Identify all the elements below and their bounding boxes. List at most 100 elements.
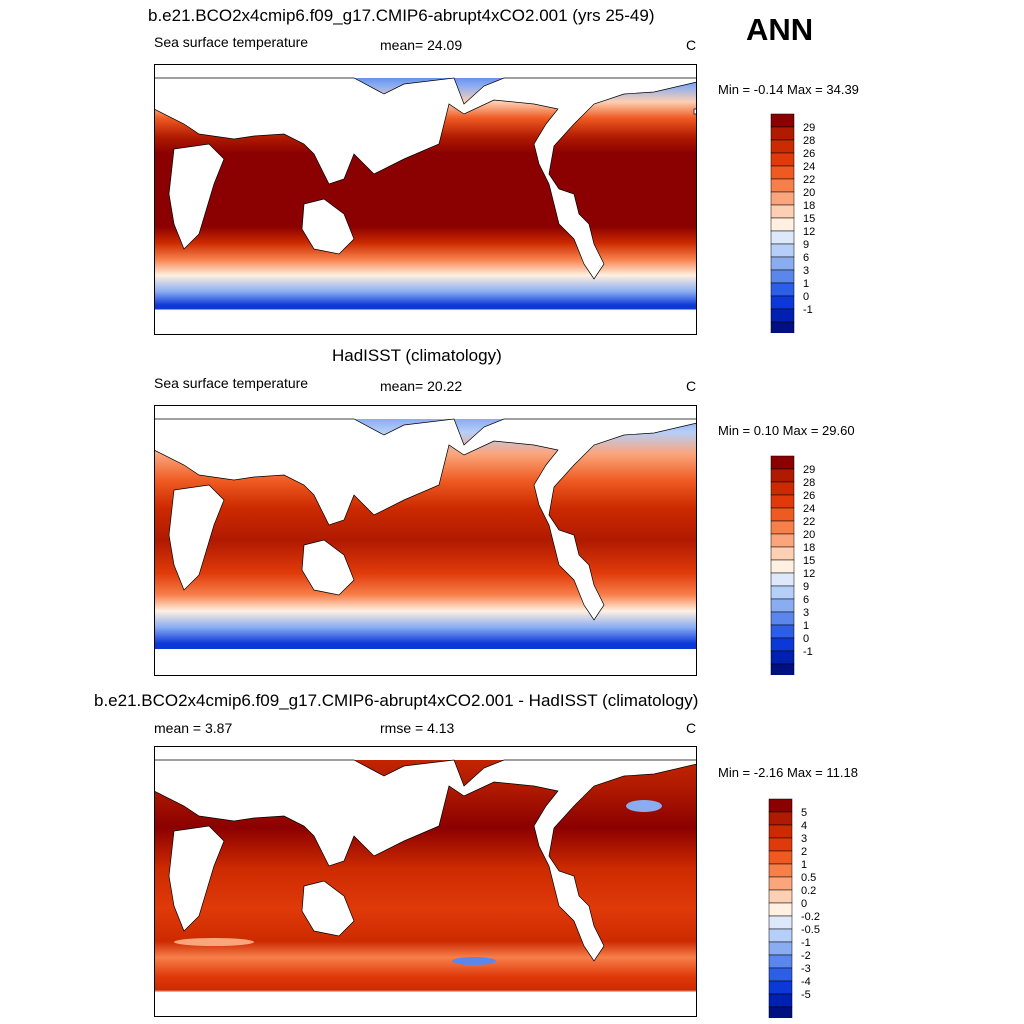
colorbar-tick-label: 4 — [801, 820, 807, 832]
colorbar-swatch — [770, 217, 795, 232]
colorbar-tick-label: 24 — [803, 503, 815, 515]
colorbar-tick-label: 1 — [803, 620, 809, 632]
colorbar-tick-label: -5 — [801, 989, 811, 1001]
colorbar-swatch — [770, 585, 795, 600]
colorbar-tick-label: -4 — [801, 976, 811, 988]
panel-1-map-frame — [154, 64, 697, 335]
panel-2-mean-label: mean= 20.22 — [380, 378, 463, 394]
panel-2-minmax: Min = 0.10 Max = 29.60 — [718, 423, 855, 438]
colorbar-tick-label: 26 — [803, 148, 815, 160]
colorbar-tick-label: 18 — [803, 200, 815, 212]
panel-2-units: C — [686, 378, 697, 394]
colorbar-swatch — [770, 559, 795, 574]
colorbar-swatch — [770, 520, 795, 535]
colorbar-tick-label: 0.2 — [801, 885, 816, 897]
panel-2-title: HadISST (climatology) — [332, 346, 502, 365]
colorbar-tick-label: 0 — [803, 633, 809, 645]
panel-2-map — [154, 405, 697, 676]
colorbar-swatch — [768, 902, 793, 917]
panel-3-land — [154, 746, 697, 1017]
colorbar-swatch — [770, 269, 795, 284]
colorbar-tick-label: 0 — [801, 898, 807, 910]
colorbar-swatch — [770, 572, 795, 587]
colorbar-swatch — [770, 321, 795, 333]
colorbar-tick-label: 20 — [803, 529, 815, 541]
colorbar-swatch — [768, 863, 793, 878]
colorbar-tick-label: 3 — [801, 833, 807, 845]
colorbar-tick-label: 6 — [803, 252, 809, 264]
colorbar-swatch — [770, 152, 795, 167]
colorbar-tick-label: 24 — [803, 161, 815, 173]
season-label: ANN — [746, 12, 814, 47]
panel-3-map — [154, 746, 697, 1017]
colorbar-swatch — [770, 126, 795, 141]
colorbar-tick-label: 3 — [803, 265, 809, 277]
colorbar-swatch — [770, 611, 795, 626]
colorbar-swatch — [770, 191, 795, 206]
colorbar-tick-label: 1 — [803, 278, 809, 290]
colorbar-swatch — [768, 798, 793, 813]
colorbar-tick-label: 22 — [803, 174, 815, 186]
panel-2-map-frame — [154, 405, 697, 676]
colorbar-swatch — [770, 494, 795, 509]
colorbar-swatch — [768, 980, 793, 995]
panel-3-light-anomaly-band — [174, 938, 254, 946]
colorbar-tick-label: 12 — [803, 568, 815, 580]
colorbar-tick-label: 6 — [803, 594, 809, 606]
colorbar-tick-label: 15 — [803, 555, 815, 567]
panel-1-minmax: Min = -0.14 Max = 34.39 — [718, 82, 859, 97]
colorbar-swatch — [770, 230, 795, 245]
panel-3-minmax: Min = -2.16 Max = 11.18 — [718, 765, 858, 780]
colorbar-tick-label: 3 — [803, 607, 809, 619]
colorbar-tick-label: -2 — [801, 950, 811, 962]
colorbar-swatch — [770, 455, 795, 470]
panel-2-land — [154, 405, 697, 676]
colorbar-swatch — [770, 204, 795, 219]
panel-3-map-frame — [154, 746, 697, 1017]
colorbar-tick-label: 22 — [803, 516, 815, 528]
colorbar-tick-label: 18 — [803, 542, 815, 554]
colorbar-swatch — [770, 243, 795, 258]
panel-3-rmse-label: rmse = 4.13 — [380, 720, 455, 736]
colorbar-swatch — [770, 468, 795, 483]
colorbar-swatch — [768, 850, 793, 865]
colorbar-swatch — [770, 598, 795, 613]
colorbar-swatch — [770, 533, 795, 548]
colorbar-tick-label: 2 — [801, 846, 807, 858]
colorbar-tick-label: -1 — [803, 304, 813, 316]
colorbar-tick-label: -1 — [801, 937, 811, 949]
colorbar-tick-label: -3 — [801, 963, 811, 975]
panel-1-map — [154, 64, 697, 335]
panel-3-negative-anomaly-southern-ocean — [452, 957, 496, 965]
colorbar-swatch — [770, 295, 795, 310]
colorbar-tick-label: 29 — [803, 464, 815, 476]
colorbar-swatch — [770, 507, 795, 522]
panel-1-variable-label: Sea surface temperature — [154, 34, 309, 50]
panel-3-units: C — [686, 720, 697, 736]
colorbar-swatch — [770, 663, 795, 675]
colorbar-tick-label: -0.2 — [801, 911, 820, 923]
colorbar-swatch — [770, 624, 795, 639]
colorbar-tick-label: 28 — [803, 477, 815, 489]
colorbar-swatch — [768, 915, 793, 930]
colorbar-tick-label: 0 — [803, 291, 809, 303]
colorbar-swatch — [768, 889, 793, 904]
colorbar-tick-label: 5 — [801, 807, 807, 819]
colorbar-swatch — [770, 637, 795, 652]
colorbar-swatch — [768, 941, 793, 956]
colorbar-swatch — [770, 546, 795, 561]
colorbar-tick-label: -1 — [803, 646, 813, 658]
colorbar-swatch — [768, 928, 793, 943]
panel-1-mean-label: mean= 24.09 — [380, 37, 463, 53]
panel-3-title: b.e21.BCO2x4cmip6.f09_g17.CMIP6-abrupt4x… — [94, 691, 699, 710]
colorbar-tick-label: 26 — [803, 490, 815, 502]
colorbar-swatch — [770, 256, 795, 271]
colorbar-swatch — [770, 650, 795, 665]
colorbar-swatch — [768, 876, 793, 891]
colorbar-tick-label: 15 — [803, 213, 815, 225]
colorbar-tick-label: 9 — [803, 581, 809, 593]
panel-1-land — [154, 64, 697, 335]
colorbar-tick-label: 28 — [803, 135, 815, 147]
